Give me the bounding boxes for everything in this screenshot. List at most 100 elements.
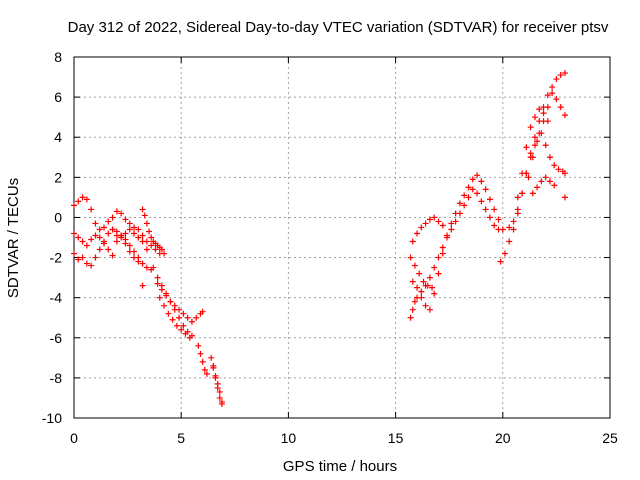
- data-point: [165, 310, 172, 317]
- series-arc-evening-d: [407, 254, 436, 291]
- x-tick-label: 25: [602, 430, 618, 446]
- y-tick-label: 2: [54, 169, 62, 185]
- data-point: [409, 306, 416, 313]
- data-point: [435, 218, 442, 225]
- data-point: [514, 206, 521, 213]
- y-tick-label: -8: [50, 370, 63, 386]
- data-point: [482, 206, 489, 213]
- series-arc-evening-b: [409, 172, 502, 313]
- data-point: [193, 314, 200, 321]
- data-point: [156, 294, 163, 301]
- data-point: [465, 194, 472, 201]
- data-point: [180, 310, 187, 317]
- series-arc-early-c: [71, 226, 142, 269]
- data-point: [435, 254, 442, 261]
- data-point: [118, 234, 125, 241]
- data-point: [527, 124, 534, 131]
- data-point: [199, 358, 206, 365]
- data-point: [510, 218, 517, 225]
- data-marks: [71, 70, 568, 407]
- data-point: [188, 318, 195, 325]
- data-point: [176, 306, 183, 313]
- x-axis-label: GPS time / hours: [283, 458, 397, 475]
- data-point: [551, 162, 558, 169]
- data-point: [420, 278, 427, 285]
- series-arc-evening-c: [409, 214, 446, 245]
- data-point: [407, 254, 414, 261]
- data-point: [478, 178, 485, 185]
- data-point: [439, 244, 446, 251]
- series-arc-decline-c: [156, 294, 193, 341]
- data-point: [544, 118, 551, 125]
- data-point: [557, 72, 564, 79]
- data-point: [113, 208, 120, 215]
- data-point: [139, 206, 146, 213]
- data-point: [486, 214, 493, 221]
- data-point: [426, 274, 433, 281]
- data-point: [150, 264, 157, 271]
- data-point: [135, 226, 142, 233]
- data-point: [122, 216, 129, 223]
- data-point: [79, 254, 86, 261]
- data-point: [478, 198, 485, 205]
- data-point: [71, 250, 77, 257]
- series-arc-night-c: [514, 106, 551, 201]
- data-point: [176, 314, 183, 321]
- y-tick-label: -4: [50, 290, 63, 306]
- data-point: [418, 288, 425, 295]
- data-point: [154, 280, 161, 287]
- data-point: [534, 184, 541, 191]
- data-point: [92, 232, 99, 239]
- chart-title: Day 312 of 2022, Sidereal Day-to-day VTE…: [68, 19, 609, 36]
- data-point: [456, 200, 463, 207]
- data-point: [92, 254, 99, 261]
- data-point: [523, 144, 530, 151]
- series-arc-night-outlier: [561, 194, 568, 201]
- y-axis-label: SDTVAR / TECUs: [5, 178, 22, 298]
- y-tick-label: 8: [54, 49, 62, 65]
- data-point: [561, 194, 568, 201]
- data-point: [538, 130, 545, 137]
- data-point: [216, 394, 223, 401]
- data-point: [139, 238, 146, 245]
- data-point: [109, 252, 116, 259]
- series-arc-early-d: [109, 226, 150, 253]
- data-point: [461, 192, 468, 199]
- data-point: [131, 224, 138, 231]
- data-point: [411, 298, 418, 305]
- data-point: [439, 222, 446, 229]
- data-point: [139, 260, 146, 267]
- data-point: [101, 238, 108, 245]
- data-point: [79, 238, 86, 245]
- data-point: [161, 302, 168, 309]
- data-point: [469, 176, 476, 183]
- data-point: [546, 178, 553, 185]
- data-point: [92, 220, 99, 227]
- series-arc-evening-a: [407, 186, 506, 321]
- data-point: [131, 254, 138, 261]
- axis-ticks: [73, 56, 611, 419]
- data-point: [186, 334, 193, 341]
- data-point: [152, 246, 159, 253]
- data-point: [435, 270, 442, 277]
- data-point: [126, 242, 133, 249]
- y-tick-label: -2: [50, 250, 63, 266]
- data-point: [182, 330, 189, 337]
- data-point: [553, 76, 560, 83]
- data-point: [482, 186, 489, 193]
- y-tick-label: 4: [54, 129, 62, 145]
- data-point: [167, 298, 174, 305]
- data-point: [71, 230, 77, 237]
- series-arc-night-e: [529, 174, 558, 197]
- data-point: [529, 190, 536, 197]
- data-point: [96, 246, 103, 253]
- data-point: [544, 104, 551, 111]
- data-point: [173, 322, 180, 329]
- data-point: [105, 230, 112, 237]
- data-point: [469, 186, 476, 193]
- data-point: [118, 210, 125, 217]
- data-point: [131, 230, 138, 237]
- data-point: [546, 154, 553, 161]
- data-point: [199, 308, 206, 315]
- data-point: [531, 142, 538, 149]
